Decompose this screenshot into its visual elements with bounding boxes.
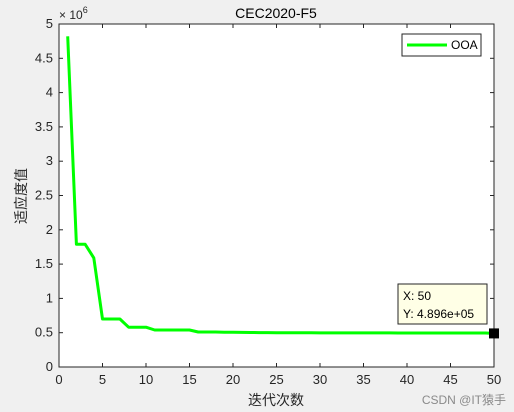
watermark: CSDN @IT猿手 <box>421 393 506 407</box>
y-axis-ticks: 0 0.5 1 1.5 2 2.5 3 3.5 4 4.5 5 <box>35 16 494 374</box>
x-tick-label: 50 <box>487 372 501 387</box>
y-tick-label: 2.5 <box>35 188 53 203</box>
x-tick-label: 0 <box>55 372 62 387</box>
datatip-y: Y: 4.896e+05 <box>403 307 474 321</box>
x-tick-label: 5 <box>99 372 106 387</box>
y-tick-label: 1.5 <box>35 256 53 271</box>
x-tick-label: 10 <box>139 372 153 387</box>
y-tick-label: 3.5 <box>35 119 53 134</box>
datatip-x: X: 50 <box>403 289 431 303</box>
x-tick-label: 15 <box>182 372 196 387</box>
datatip-box <box>397 283 488 325</box>
y-tick-label: 2 <box>46 222 53 237</box>
x-tick-label: 25 <box>269 372 283 387</box>
x-tick-label: 40 <box>400 372 414 387</box>
x-tick-label: 45 <box>443 372 457 387</box>
y-tick-label: 1 <box>46 290 53 305</box>
y-tick-label: 3 <box>46 153 53 168</box>
x-tick-label: 30 <box>313 372 327 387</box>
y-tick-label: 0.5 <box>35 325 53 340</box>
datatip-marker[interactable] <box>489 328 499 339</box>
legend: OOA <box>401 33 482 57</box>
y-multiplier-base: × 10 <box>59 8 83 22</box>
x-tick-label: 20 <box>226 372 240 387</box>
y-tick-label: 5 <box>46 16 53 31</box>
legend-label-ooa: OOA <box>451 38 478 52</box>
y-tick-label: 4.5 <box>35 50 53 65</box>
chart-title: CEC2020-F5 <box>235 5 317 21</box>
datatip[interactable]: X: 50 Y: 4.896e+05 <box>397 283 499 339</box>
x-tick-label: 35 <box>356 372 370 387</box>
series-line-ooa <box>66 36 495 335</box>
y-axis-multiplier: × 106 <box>59 5 88 22</box>
y-tick-label: 0 <box>46 359 53 374</box>
y-multiplier-exponent: 6 <box>83 5 88 15</box>
x-axis-ticks: 0 5 10 15 20 25 30 35 40 45 50 <box>55 24 501 387</box>
y-axis-label: 适应度值 <box>13 168 30 224</box>
x-axis-label: 迭代次数 <box>248 393 304 409</box>
y-tick-label: 4 <box>46 85 53 100</box>
